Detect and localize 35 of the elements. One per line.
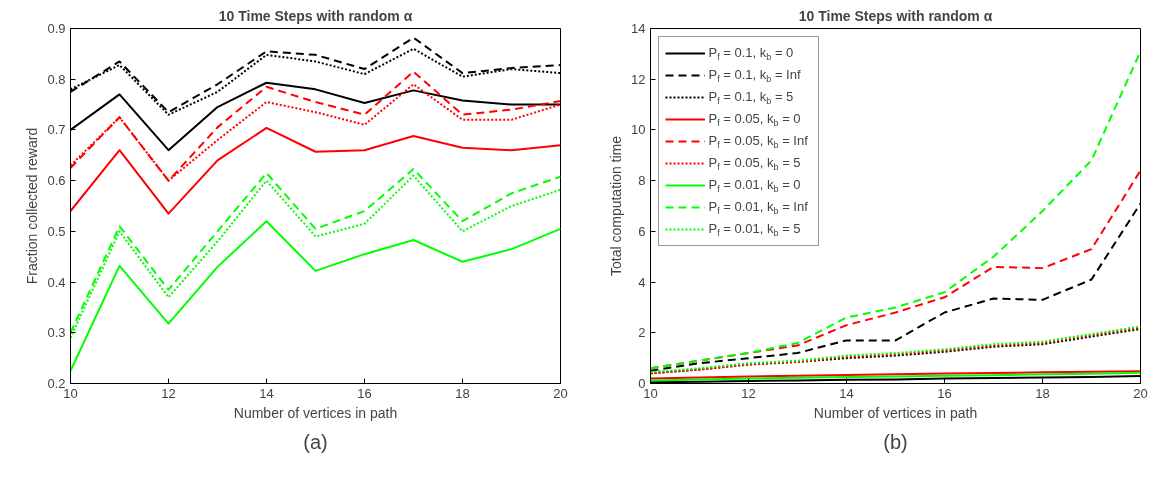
y-tick-label: 0.2 — [47, 376, 66, 391]
x-tick-label: 18 — [455, 385, 470, 401]
y-tick-label: 0.8 — [47, 71, 66, 87]
y-tick-label: 4 — [638, 274, 646, 290]
x-axis-title: Number of vertices in path — [813, 404, 978, 421]
text: (a) — [303, 430, 328, 453]
y-tick-label: 0.5 — [47, 223, 66, 239]
chart-title: 10 Time Steps with random α — [798, 7, 993, 24]
x-tick-label: 18 — [1035, 385, 1050, 401]
y-tick-label: 0 — [638, 376, 646, 391]
y-axis-title: Fraction collected reward — [24, 127, 41, 285]
x-tick-label: 16 — [357, 385, 372, 401]
y-tick-label: 12 — [631, 71, 646, 87]
y-tick-label: 0.7 — [47, 122, 66, 138]
x-axis-title: Number of vertices in path — [233, 404, 398, 421]
y-tick-label: 8 — [638, 173, 646, 189]
y-tick-label: 14 — [631, 21, 646, 36]
x-tick-label: 20 — [553, 385, 568, 401]
x-tick-label: 12 — [161, 385, 176, 401]
y-tick-label: 10 — [631, 122, 646, 138]
y-tick-label: 6 — [638, 223, 646, 239]
chart-title: 10 Time Steps with random α — [218, 7, 413, 24]
y-tick-label: 2 — [638, 325, 646, 341]
x-tick-label: 14 — [259, 385, 274, 401]
x-tick-label: 10 — [63, 385, 78, 401]
x-tick-label: 12 — [741, 385, 756, 401]
text: (b) — [883, 430, 908, 453]
y-axis-title: Total computation time — [608, 135, 625, 277]
y-tick-label: 0.6 — [47, 173, 66, 189]
y-tick-label: 0.9 — [47, 21, 66, 36]
x-tick-label: 16 — [937, 385, 952, 401]
x-tick-label: 20 — [1133, 385, 1148, 401]
x-tick-label: 14 — [839, 385, 854, 401]
y-tick-label: 0.3 — [47, 325, 66, 341]
y-tick-label: 0.4 — [47, 274, 66, 290]
